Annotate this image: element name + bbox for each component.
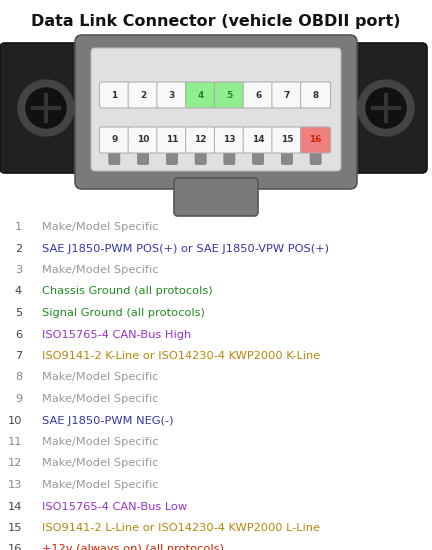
FancyBboxPatch shape [243,82,273,108]
FancyBboxPatch shape [272,127,302,153]
Text: 3: 3 [169,91,175,100]
FancyBboxPatch shape [99,127,129,153]
FancyBboxPatch shape [138,150,149,164]
Text: 16: 16 [8,544,22,550]
Text: 9: 9 [111,135,118,145]
FancyBboxPatch shape [195,150,206,164]
Text: Make/Model Specific: Make/Model Specific [42,459,159,469]
Text: 1: 1 [15,222,22,232]
FancyBboxPatch shape [310,150,321,164]
Text: 14: 14 [8,502,22,512]
Text: 9: 9 [15,394,22,404]
FancyBboxPatch shape [109,82,120,97]
Text: 16: 16 [309,135,322,145]
Text: 7: 7 [284,91,290,100]
Text: 13: 13 [7,480,22,490]
FancyBboxPatch shape [281,82,292,97]
Text: ISO15765-4 CAN-Bus High: ISO15765-4 CAN-Bus High [42,329,191,339]
FancyBboxPatch shape [166,150,178,164]
FancyBboxPatch shape [253,82,264,97]
Text: 2: 2 [15,244,22,254]
Text: SAE J1850-PWM POS(+) or SAE J1850-VPW POS(+): SAE J1850-PWM POS(+) or SAE J1850-VPW PO… [42,244,329,254]
Text: 12: 12 [194,135,207,145]
Text: 5: 5 [226,91,232,100]
Text: +12v (always on) (all protocols): +12v (always on) (all protocols) [42,544,224,550]
FancyBboxPatch shape [109,150,120,164]
Text: 1: 1 [111,91,118,100]
FancyBboxPatch shape [128,82,158,108]
FancyBboxPatch shape [301,82,330,108]
FancyBboxPatch shape [253,150,264,164]
FancyBboxPatch shape [214,82,245,108]
Text: ISO15765-4 CAN-Bus Low: ISO15765-4 CAN-Bus Low [42,502,187,512]
Circle shape [26,88,66,128]
Text: Signal Ground (all protocols): Signal Ground (all protocols) [42,308,205,318]
Text: 4: 4 [15,287,22,296]
FancyBboxPatch shape [91,48,341,171]
Text: Chassis Ground (all protocols): Chassis Ground (all protocols) [42,287,213,296]
FancyBboxPatch shape [243,127,273,153]
Circle shape [358,80,414,136]
Text: ISO9141-2 L-Line or ISO14230-4 KWP2000 L-Line: ISO9141-2 L-Line or ISO14230-4 KWP2000 L… [42,523,320,533]
Text: 8: 8 [15,372,22,382]
Text: 14: 14 [252,135,264,145]
FancyBboxPatch shape [166,82,178,97]
Text: 12: 12 [8,459,22,469]
Text: 15: 15 [281,135,293,145]
Text: 11: 11 [165,135,178,145]
Text: 8: 8 [312,91,319,100]
FancyBboxPatch shape [186,82,216,108]
FancyBboxPatch shape [0,43,92,173]
Text: 4: 4 [197,91,204,100]
Text: 3: 3 [15,265,22,275]
Text: 6: 6 [15,329,22,339]
Text: Make/Model Specific: Make/Model Specific [42,222,159,232]
FancyBboxPatch shape [214,127,245,153]
FancyBboxPatch shape [186,127,216,153]
FancyBboxPatch shape [174,178,258,216]
FancyBboxPatch shape [99,82,129,108]
Text: 5: 5 [15,308,22,318]
FancyBboxPatch shape [281,150,292,164]
Text: SAE J1850-PWM NEG(-): SAE J1850-PWM NEG(-) [42,415,174,426]
Text: 10: 10 [137,135,149,145]
Text: 7: 7 [15,351,22,361]
Text: 6: 6 [255,91,261,100]
FancyBboxPatch shape [301,127,330,153]
FancyBboxPatch shape [224,150,235,164]
FancyBboxPatch shape [157,127,187,153]
Circle shape [18,80,74,136]
FancyBboxPatch shape [75,35,357,189]
FancyBboxPatch shape [157,82,187,108]
Text: Make/Model Specific: Make/Model Specific [42,372,159,382]
FancyBboxPatch shape [335,43,427,173]
FancyBboxPatch shape [224,82,235,97]
FancyBboxPatch shape [310,82,321,97]
Text: 11: 11 [7,437,22,447]
Text: Make/Model Specific: Make/Model Specific [42,480,159,490]
Text: 10: 10 [7,415,22,426]
Circle shape [366,88,406,128]
Text: 15: 15 [7,523,22,533]
FancyBboxPatch shape [128,127,158,153]
FancyBboxPatch shape [138,82,149,97]
Text: 2: 2 [140,91,146,100]
Text: Make/Model Specific: Make/Model Specific [42,394,159,404]
Text: ISO9141-2 K-Line or ISO14230-4 KWP2000 K-Line: ISO9141-2 K-Line or ISO14230-4 KWP2000 K… [42,351,320,361]
Text: Make/Model Specific: Make/Model Specific [42,265,159,275]
Text: Make/Model Specific: Make/Model Specific [42,437,159,447]
FancyBboxPatch shape [272,82,302,108]
FancyBboxPatch shape [195,82,206,97]
Text: Data Link Connector (vehicle OBDII port): Data Link Connector (vehicle OBDII port) [31,14,401,29]
Text: 13: 13 [223,135,235,145]
